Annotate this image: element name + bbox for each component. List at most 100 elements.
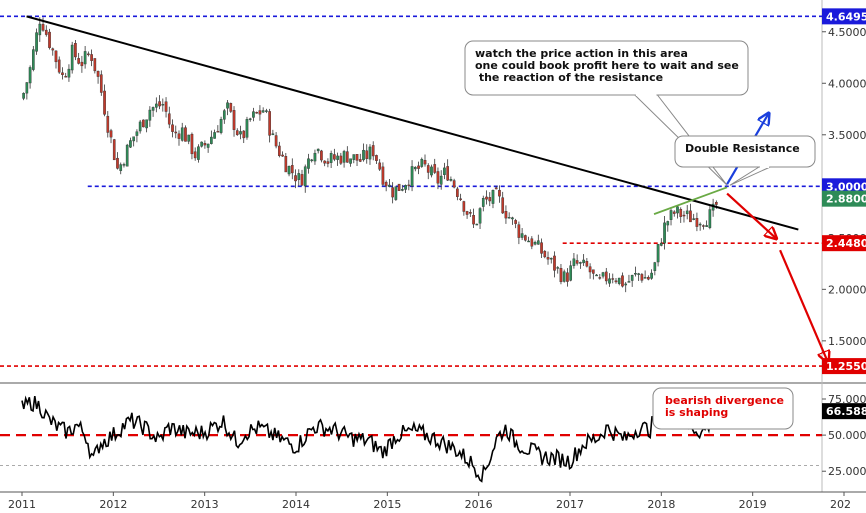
candle-body <box>226 102 229 109</box>
candle <box>278 141 281 158</box>
level-badge-3-label: 1.2550 <box>826 360 866 373</box>
candle-body <box>566 272 569 282</box>
level-badge-1: 3.0000 <box>822 178 866 195</box>
candle-body <box>446 166 450 181</box>
candle <box>96 70 100 84</box>
candle <box>122 162 126 168</box>
candle-body <box>248 118 252 120</box>
x-tick-label: 2015 <box>373 498 401 511</box>
candle-body <box>349 158 352 164</box>
candle-body <box>575 260 579 264</box>
candle <box>562 269 566 283</box>
candle-body <box>592 269 595 274</box>
candle <box>206 143 210 153</box>
x-tick-label: 2018 <box>647 498 675 511</box>
candle <box>553 251 556 278</box>
candle-body <box>656 244 660 263</box>
candle-body <box>465 211 469 215</box>
x-axis: 2011 2012 2013 2014 2015 2016 2017 2018 2019 202 <box>0 491 866 511</box>
candle-body <box>643 277 647 279</box>
candle <box>381 162 385 187</box>
candle-body <box>702 225 705 227</box>
candle <box>333 148 336 162</box>
candle <box>614 278 618 284</box>
candle <box>232 106 236 137</box>
candle <box>70 41 74 74</box>
candle-body <box>452 180 456 188</box>
candle-body <box>601 272 605 277</box>
candle <box>355 154 359 167</box>
candle-body <box>443 167 446 175</box>
candle <box>449 176 453 182</box>
candle-body <box>617 277 621 284</box>
candle-body <box>22 92 25 99</box>
candle-body <box>507 217 511 219</box>
level-badge-0-label: 4.6495 <box>826 10 866 23</box>
candle <box>368 144 372 165</box>
candle <box>491 189 495 209</box>
candle <box>342 149 346 168</box>
candle-body <box>197 146 200 160</box>
last-price-badge-bg <box>822 190 866 207</box>
candle-body <box>533 241 537 245</box>
candle <box>135 129 139 143</box>
candle-body <box>569 265 573 281</box>
candle <box>585 258 589 268</box>
x-tick-label: 2014 <box>282 498 310 511</box>
candle <box>426 163 430 180</box>
candle <box>520 228 524 241</box>
candle-body <box>116 157 119 169</box>
candle <box>378 159 382 172</box>
candle <box>109 128 113 144</box>
candle <box>685 205 689 220</box>
candle <box>472 208 475 228</box>
overlays: 4.6495 3.0000 2.4480 1.2550 2.8800 watch the … <box>26 8 866 430</box>
level-badge-0: 4.6495 <box>822 8 866 25</box>
candle-body <box>517 224 521 238</box>
candle-body <box>436 171 440 184</box>
candle-body <box>155 103 158 108</box>
note-double: Double Resistance <box>674 135 816 186</box>
candle <box>410 160 414 192</box>
candle-body <box>38 23 42 36</box>
candle-body <box>498 189 501 197</box>
candle-body <box>167 113 171 125</box>
candle <box>284 152 288 173</box>
candle <box>138 119 142 134</box>
candle-body <box>333 154 336 160</box>
candle-body <box>572 258 576 266</box>
candle <box>345 146 349 163</box>
candle-body <box>138 121 142 132</box>
candle-body <box>210 136 213 144</box>
candle-body <box>265 110 268 112</box>
candle <box>624 281 628 293</box>
candle-body <box>287 165 291 175</box>
candle-body <box>109 130 113 138</box>
candle-body <box>245 119 249 138</box>
candle <box>265 108 268 114</box>
candle-body <box>559 268 563 283</box>
candle <box>536 234 540 245</box>
candle <box>559 264 563 285</box>
candle-body <box>25 82 29 94</box>
candle <box>611 273 615 284</box>
candle-body <box>184 127 187 142</box>
candle <box>106 111 110 138</box>
candle-body <box>637 273 640 275</box>
candle <box>481 195 485 212</box>
note-watch-line: watch the price action in this area <box>475 47 688 60</box>
candle-body <box>51 48 55 51</box>
candle <box>365 144 369 164</box>
candle <box>287 165 291 177</box>
candle <box>167 106 171 129</box>
candle-body <box>536 240 540 245</box>
candle <box>316 148 320 154</box>
candle <box>656 244 660 267</box>
candle <box>145 119 148 133</box>
candle <box>77 52 80 65</box>
candle-body <box>614 280 618 283</box>
candle-body <box>381 166 385 185</box>
candle <box>698 222 702 231</box>
price-y-tick-label: 3.5000 <box>828 129 866 142</box>
